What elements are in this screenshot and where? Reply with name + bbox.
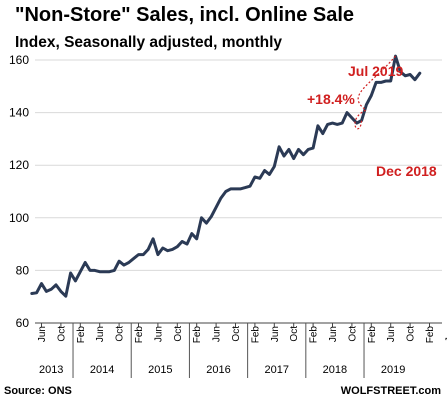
year-label: 2016 xyxy=(206,364,230,376)
year-label: 2014 xyxy=(90,364,114,376)
year-label: 2018 xyxy=(323,364,347,376)
y-tick-label: 80 xyxy=(16,263,30,277)
x-tick-label: Jun xyxy=(153,326,164,342)
x-tick-label: Feb xyxy=(250,326,261,344)
annotation-jul-2019: Jul 2019 xyxy=(348,63,403,79)
x-tick-label: Oct xyxy=(115,326,126,342)
annotation-dec-2018: Dec 2018 xyxy=(376,163,437,179)
x-tick-label: Jun xyxy=(386,326,397,342)
x-tick-label: Oct xyxy=(406,326,417,342)
annotation-change: +18.4% xyxy=(307,91,355,107)
x-tick-label: Feb xyxy=(367,326,378,344)
y-tick-label: 120 xyxy=(9,158,29,172)
x-tick-label: Oct xyxy=(289,326,300,342)
year-label: 2015 xyxy=(148,364,172,376)
x-tick-label: Feb xyxy=(76,326,87,344)
year-label: 2019 xyxy=(381,364,405,376)
x-tick-label: Oct xyxy=(347,326,358,342)
x-tick-label: Feb xyxy=(425,326,436,344)
x-tick-label: Jun xyxy=(212,326,223,342)
change-bracket xyxy=(354,55,397,130)
x-tick-label: Feb xyxy=(309,326,320,344)
x-tick-label: Oct xyxy=(173,326,184,342)
x-tick-label: Feb xyxy=(192,326,203,344)
x-tick-label: Oct xyxy=(56,326,67,342)
x-tick-label: Oct xyxy=(231,326,242,342)
page-title: "Non-Store" Sales, incl. Online Sale xyxy=(15,4,355,26)
x-tick-label: Jun xyxy=(37,326,48,342)
series-line xyxy=(30,54,422,298)
x-tick-label: Feb xyxy=(134,326,145,344)
x-tick-label: Jun xyxy=(444,326,447,342)
year-label: 2013 xyxy=(39,364,63,376)
y-tick-label: 100 xyxy=(9,211,29,225)
y-tick-label: 140 xyxy=(9,106,29,120)
brand-label: WOLFSTREET.com xyxy=(340,385,441,397)
y-tick-label: 60 xyxy=(16,316,30,330)
x-tick-label: Jun xyxy=(95,326,106,342)
y-tick-label: 160 xyxy=(9,53,29,67)
page-subtitle: Index, Seasonally adjusted, monthly xyxy=(15,34,283,51)
year-label: 2017 xyxy=(264,364,288,376)
x-tick-label: Jun xyxy=(270,326,281,342)
source-label: Source: ONS xyxy=(4,385,72,397)
x-tick-label: Jun xyxy=(328,326,339,342)
